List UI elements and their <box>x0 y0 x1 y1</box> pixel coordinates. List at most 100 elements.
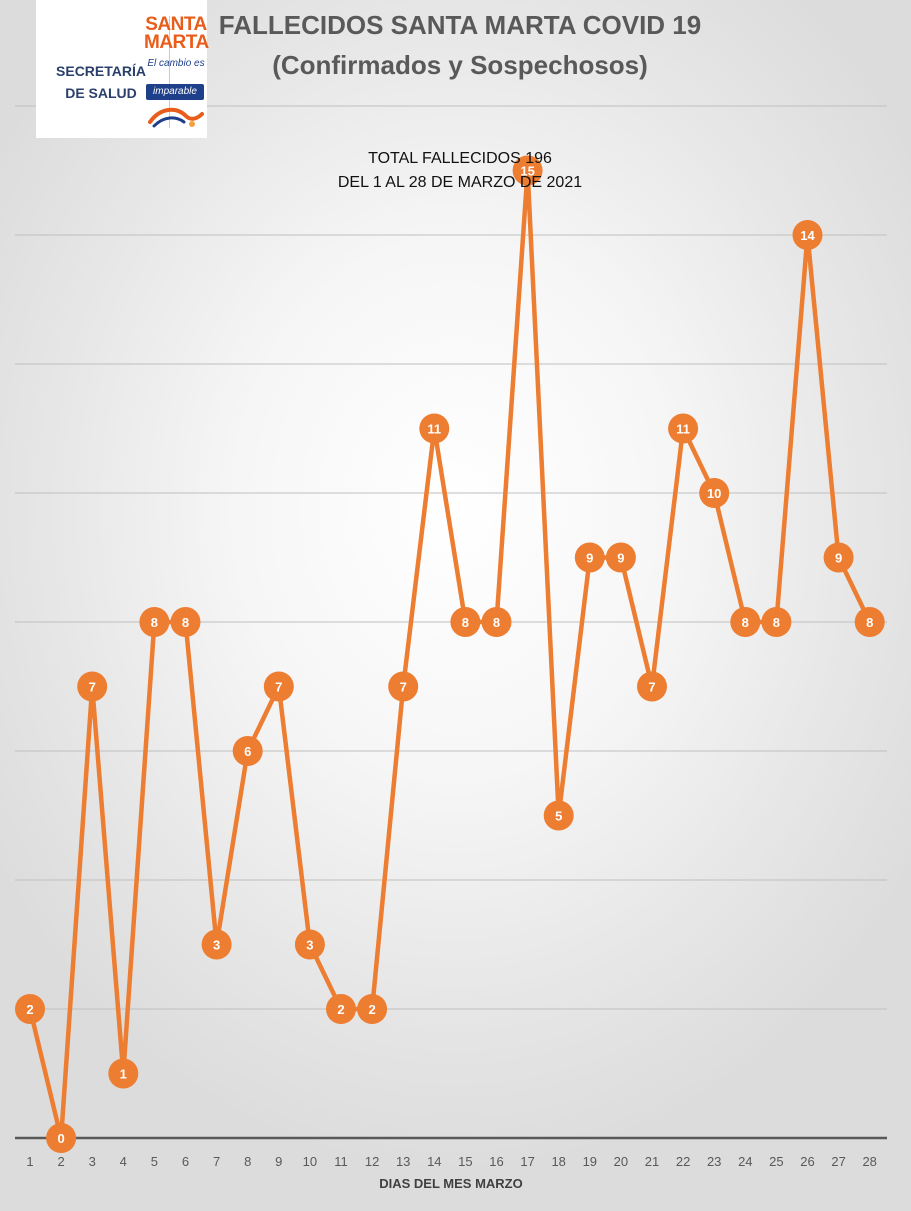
x-tick-label: 12 <box>365 1154 379 1169</box>
data-point: 2 <box>326 994 356 1024</box>
data-point: 7 <box>263 671 294 702</box>
data-marker <box>15 994 45 1024</box>
data-point: 14 <box>792 220 823 250</box>
data-label: 14 <box>800 228 815 243</box>
data-point: 8 <box>854 607 885 637</box>
data-marker <box>294 929 325 960</box>
data-point: 11 <box>419 413 450 444</box>
data-point: 10 <box>699 478 730 508</box>
data-point: 2 <box>357 994 388 1024</box>
logo-swoosh-icon <box>148 107 204 128</box>
data-label: 8 <box>742 615 749 630</box>
data-label: 6 <box>244 744 251 759</box>
logo-department-text: SECRETARÍA DE SALUD <box>42 60 160 104</box>
data-marker <box>543 800 574 831</box>
x-tick-label: 10 <box>303 1154 317 1169</box>
data-label: 5 <box>555 809 562 824</box>
data-label: 8 <box>773 615 780 630</box>
data-marker <box>730 607 761 637</box>
data-point: 7 <box>388 671 419 702</box>
x-tick-label: 3 <box>89 1154 96 1169</box>
data-label: 9 <box>835 551 842 566</box>
x-tick-label: 9 <box>275 1154 282 1169</box>
data-point: 0 <box>46 1123 77 1153</box>
data-point: 8 <box>450 607 481 637</box>
x-tick-label: 21 <box>645 1154 659 1169</box>
logo-slogan-badge: imparable <box>146 84 204 100</box>
x-tick-label: 23 <box>707 1154 721 1169</box>
x-tick-label: 4 <box>120 1154 127 1169</box>
data-label: 7 <box>648 680 655 695</box>
data-markers: 2 0 7 1 8 8 3 6 7 3 2 2 7 11 8 8 15 5 9 9 7 11 10 8 8 14 9 8 <box>15 155 885 1153</box>
data-marker <box>263 671 294 702</box>
data-marker <box>326 994 356 1024</box>
data-label: 8 <box>462 615 469 630</box>
data-marker <box>574 542 605 573</box>
x-tick-label: 17 <box>520 1154 534 1169</box>
total-annotation: TOTAL FALLECIDOS 196 <box>368 150 552 167</box>
x-tick-label: 1 <box>26 1154 33 1169</box>
data-label: 0 <box>57 1131 64 1146</box>
data-label: 8 <box>151 615 158 630</box>
data-label: 1 <box>120 1067 127 1082</box>
data-point: 2 <box>15 994 45 1024</box>
data-marker <box>139 607 170 637</box>
x-tick-label: 5 <box>151 1154 158 1169</box>
date-range-annotation: DEL 1 AL 28 DE MARZO DE 2021 <box>337 174 583 191</box>
x-tick-label: 13 <box>396 1154 410 1169</box>
data-marker <box>761 607 792 637</box>
data-point: 3 <box>294 929 325 960</box>
logo-brand-line2: MARTA <box>144 32 209 53</box>
data-label: 2 <box>337 1002 344 1017</box>
data-point: 9 <box>574 542 605 573</box>
data-label: 8 <box>866 615 873 630</box>
logo-brand-text: SANTA MARTA <box>144 14 209 53</box>
data-point: 8 <box>481 607 512 637</box>
series-line <box>27 168 872 1141</box>
x-tick-label: 16 <box>489 1154 503 1169</box>
logo-brand-line1: SANTA <box>145 14 207 35</box>
data-point: 9 <box>823 542 854 573</box>
chart-subtitle: (Confirmados y Sospechosos) <box>272 50 648 80</box>
data-marker <box>792 220 823 250</box>
chart-title: FALLECIDOS SANTA MARTA COVID 19 <box>218 10 702 40</box>
x-tick-label: 24 <box>738 1154 752 1169</box>
data-marker <box>854 607 885 637</box>
data-marker <box>388 671 419 702</box>
logo-slogan: El cambio es <box>147 58 205 69</box>
data-label: 7 <box>275 680 282 695</box>
data-point: 1 <box>108 1058 139 1089</box>
x-tick-label: 6 <box>182 1154 189 1169</box>
data-label: 3 <box>306 938 313 953</box>
data-marker <box>357 994 388 1024</box>
x-tick-label: 15 <box>458 1154 472 1169</box>
x-tick-label: 28 <box>862 1154 876 1169</box>
series-polyline <box>27 168 872 1141</box>
data-marker <box>512 155 543 186</box>
data-marker <box>108 1058 139 1089</box>
x-tick-label: 8 <box>244 1154 251 1169</box>
data-point: 8 <box>761 607 792 637</box>
x-tick-label: 14 <box>427 1154 441 1169</box>
x-axis: 1 2 3 4 5 6 7 8 9 10 11 12 13 14 15 16 17 18 19 20 21 22 23 24 2… <box>15 1136 887 1169</box>
x-axis-title: DIAS DEL MES MARZO <box>379 1176 523 1191</box>
data-marker <box>201 929 232 960</box>
data-marker <box>699 478 730 508</box>
data-marker <box>232 736 263 766</box>
data-point: 15 <box>512 155 543 186</box>
gridlines <box>15 105 887 1010</box>
data-point: 7 <box>637 671 667 702</box>
data-marker <box>605 542 636 573</box>
data-point: 5 <box>543 800 574 831</box>
x-tick-label: 27 <box>831 1154 845 1169</box>
data-point: 9 <box>605 542 636 573</box>
x-tick-label: 19 <box>583 1154 597 1169</box>
logo-divider <box>169 16 170 128</box>
data-marker <box>77 671 108 702</box>
data-label: 10 <box>707 486 721 501</box>
data-label: 3 <box>213 938 220 953</box>
data-marker <box>419 413 450 444</box>
data-marker <box>46 1123 77 1153</box>
x-tick-label: 22 <box>676 1154 690 1169</box>
